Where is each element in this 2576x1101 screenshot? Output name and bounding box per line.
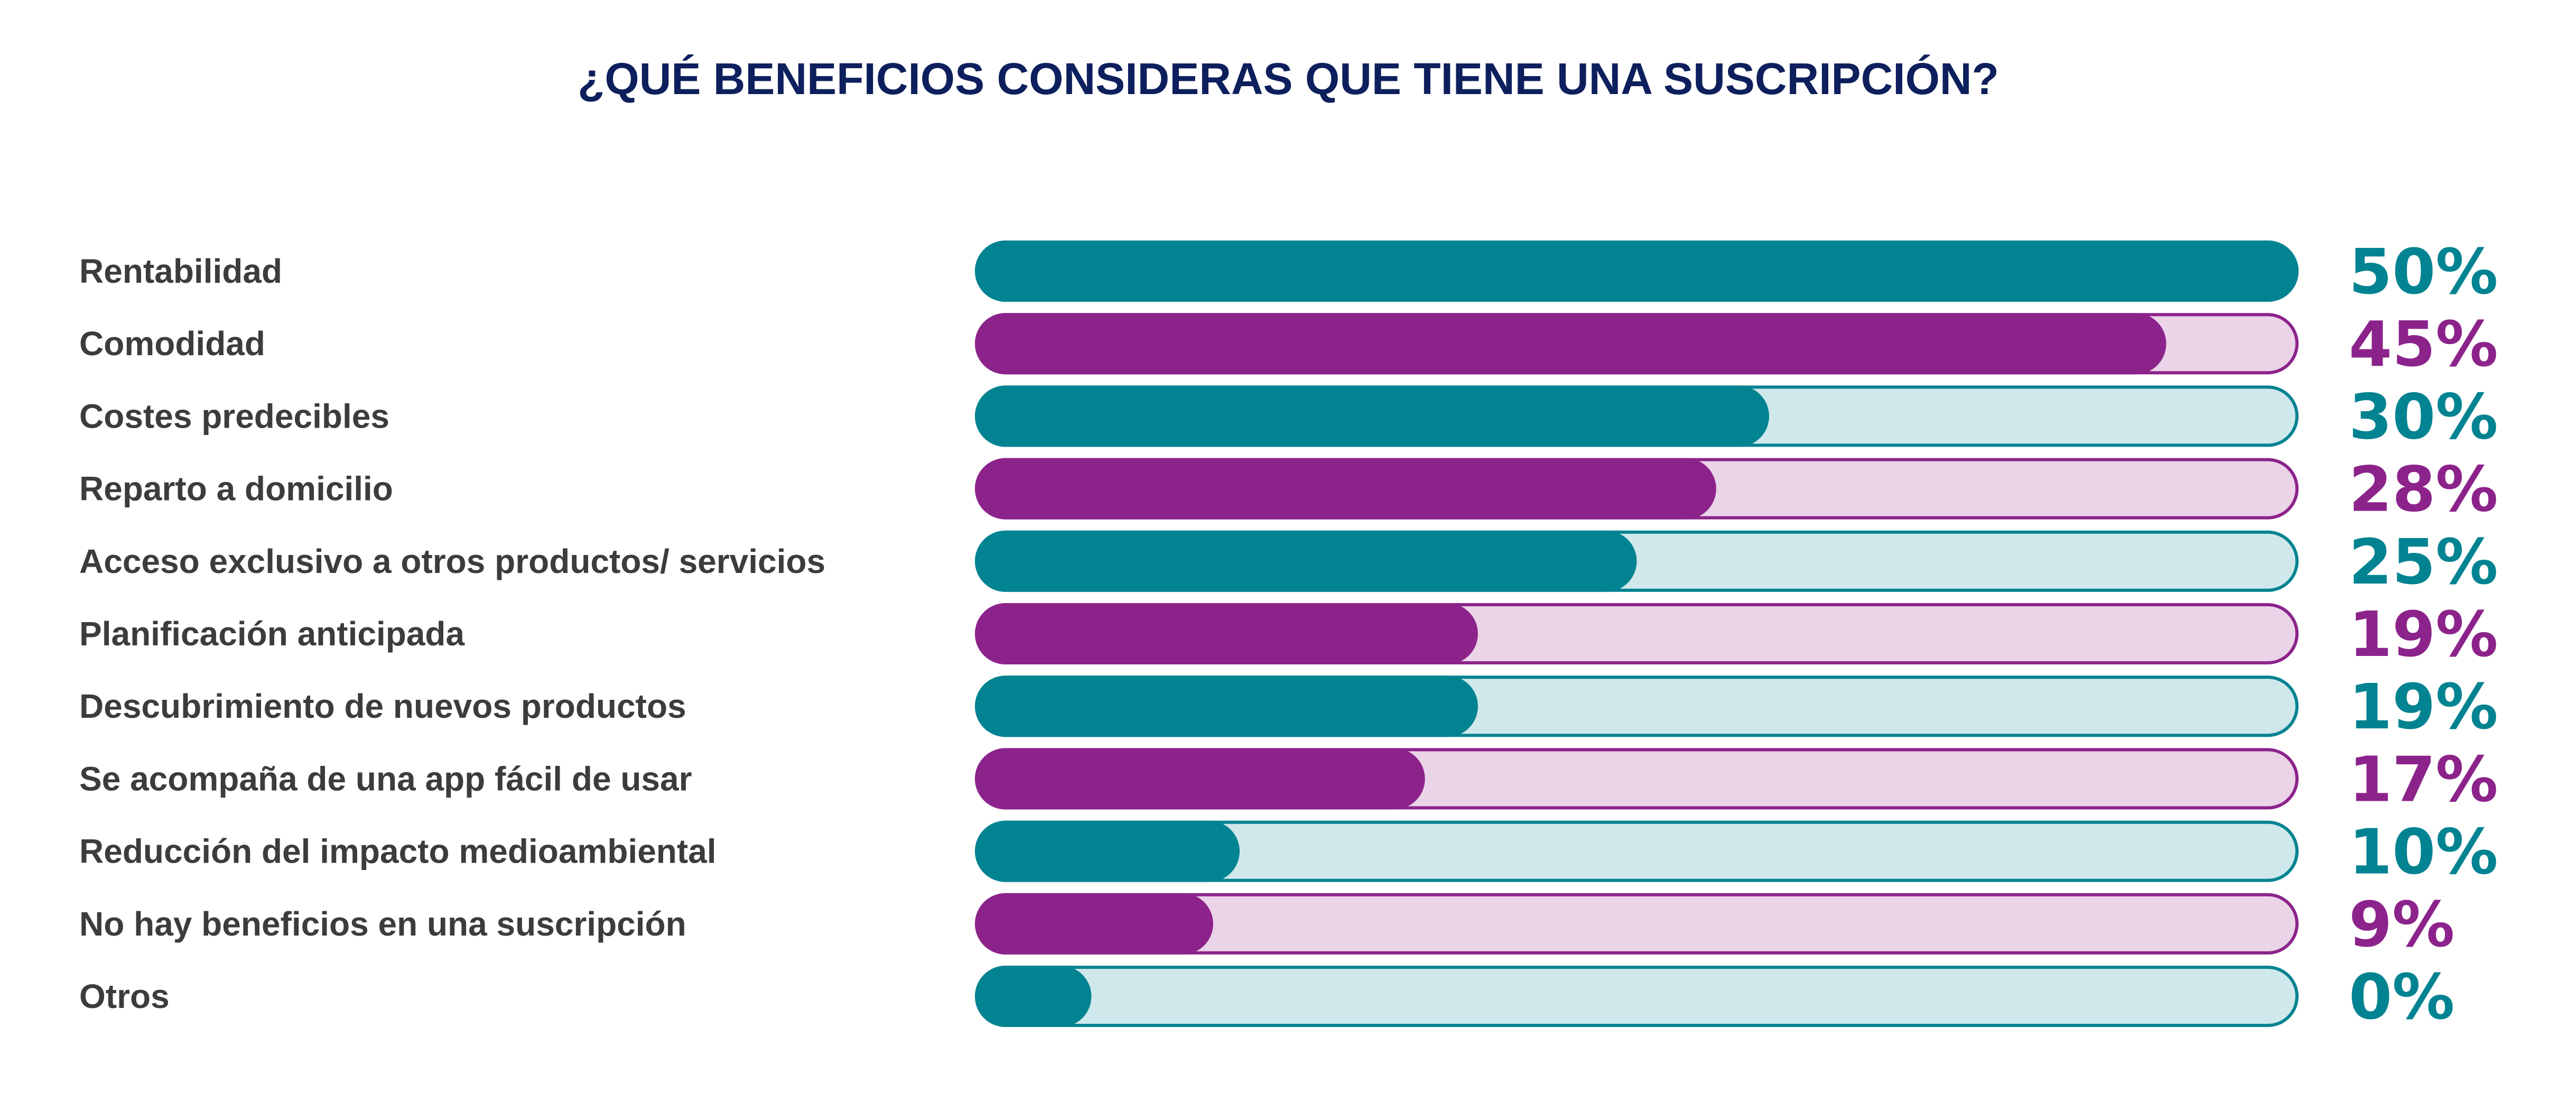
bar-row: Costes predecibles 30% <box>79 380 2498 453</box>
bar-track <box>975 966 2299 1027</box>
bar-fill <box>975 966 1092 1027</box>
category-label: Costes predecibles <box>79 397 389 435</box>
value-label: 19% <box>2349 670 2498 743</box>
value-label: 19% <box>2349 598 2498 671</box>
bar-row: Comodidad 45% <box>79 308 2498 381</box>
category-label: Reducción del impacto medioambiental <box>79 832 717 871</box>
bar-row: Reparto a domicilio 28% <box>79 453 2498 526</box>
category-label: Descubrimiento de nuevos productos <box>79 687 686 725</box>
value-label: 9% <box>2349 888 2454 961</box>
bar-row: Descubrimiento de nuevos productos 19% <box>79 670 2498 743</box>
bar-fill <box>975 676 1478 737</box>
category-label: No hay beneficios en una suscripción <box>79 905 686 943</box>
value-label: 28% <box>2349 453 2498 526</box>
bar-row: Otros 0% <box>79 960 2454 1033</box>
category-label: Rentabilidad <box>79 252 282 290</box>
value-label: 17% <box>2349 743 2498 816</box>
bar-fill <box>975 820 1240 882</box>
bar-fill <box>975 530 1637 592</box>
category-label: Otros <box>79 977 170 1015</box>
value-label: 0% <box>2349 960 2454 1033</box>
bar-row: No hay beneficios en una suscripción 9% <box>79 888 2454 961</box>
bar-row: Se acompaña de una app fácil de usar 17% <box>79 743 2498 816</box>
value-label: 10% <box>2349 816 2498 889</box>
bar-rows: Rentabilidad 50%Comodidad 45%Costes predec… <box>79 235 2498 1033</box>
bar-fill <box>975 458 1716 520</box>
value-label: 45% <box>2349 308 2498 381</box>
bar-row: Acceso exclusivo a otros productos/ serv… <box>79 525 2498 598</box>
bar-fill <box>975 748 1425 810</box>
bar-fill <box>975 893 1213 955</box>
bar-row: Reducción del impacto medioambiental 10% <box>79 816 2498 889</box>
bar-fill <box>975 313 2166 375</box>
category-label: Acceso exclusivo a otros productos/ serv… <box>79 542 825 580</box>
value-label: 25% <box>2349 525 2498 598</box>
category-label: Planificación anticipada <box>79 615 465 653</box>
bar-row: Rentabilidad 50% <box>79 235 2498 308</box>
category-label: Reparto a domicilio <box>79 470 393 508</box>
value-label: 50% <box>2349 235 2498 308</box>
category-label: Se acompaña de una app fácil de usar <box>79 760 692 798</box>
value-label: 30% <box>2349 380 2498 453</box>
bar-fill <box>975 240 2299 302</box>
bar-row: Planificación anticipada 19% <box>79 598 2498 671</box>
category-label: Comodidad <box>79 325 265 363</box>
bar-fill <box>975 603 1478 664</box>
bar-fill <box>975 385 1769 447</box>
chart-title: ¿QUÉ BENEFICIOS CONSIDERAS QUE TIENE UNA… <box>578 54 1999 104</box>
